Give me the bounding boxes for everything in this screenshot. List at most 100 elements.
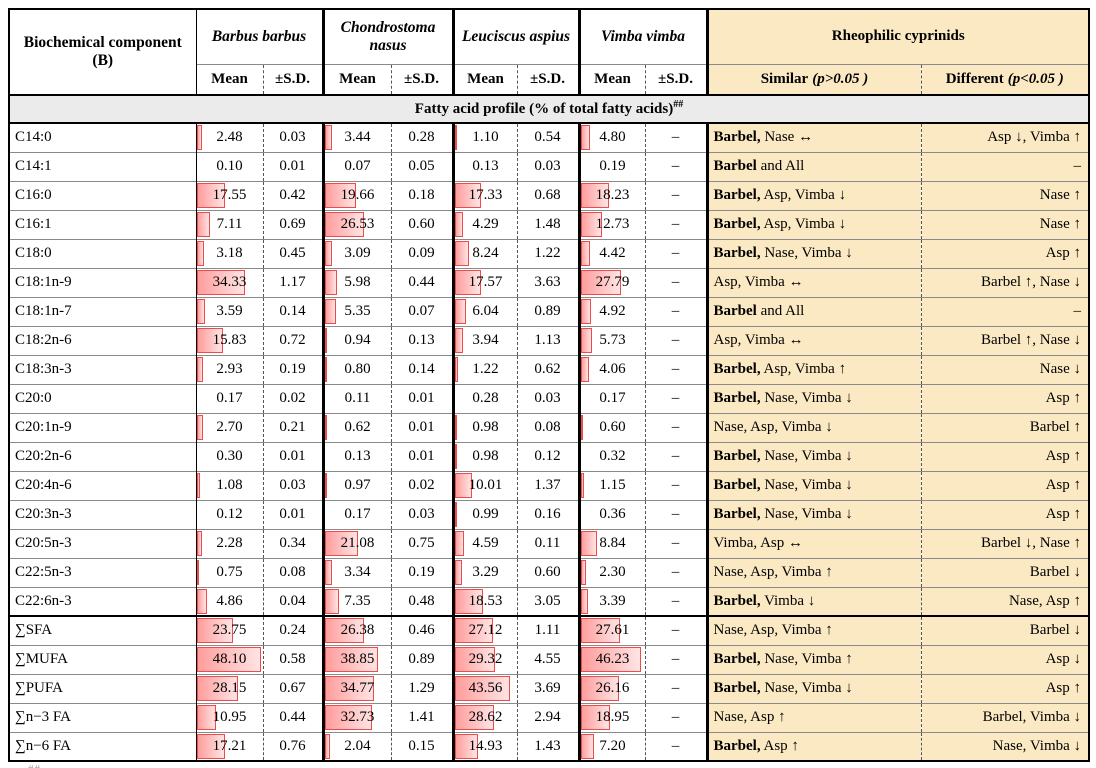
subheader-sd: ±S.D.: [644, 64, 707, 95]
barbus-sd: 0.08: [262, 557, 323, 587]
vimba-sd: –: [644, 673, 707, 703]
mean-value: 0.28: [472, 389, 499, 406]
different-cell: Barbel ↓, Nase ↑: [920, 528, 1090, 558]
mean-value: 1.08: [216, 476, 243, 493]
mean-value: 48.10: [212, 650, 247, 667]
aspius-mean: 0.98: [451, 412, 517, 442]
data-bar: [582, 647, 641, 672]
nasus-sd: 0.03: [390, 499, 453, 529]
data-bar: [582, 618, 621, 644]
similar-text: Nase, Asp ↑: [713, 708, 786, 725]
mean-value: 0.19: [599, 157, 626, 174]
mean-value: 5.98: [344, 273, 371, 290]
similar-text: Nase ↔: [760, 129, 814, 146]
barbus-mean: 28.15: [195, 673, 263, 703]
different-cell: Asp ↑: [920, 441, 1090, 471]
subheader-sd: ±S.D.: [516, 64, 579, 95]
barbus-sd: 0.58: [262, 644, 323, 674]
nasus-sd: 0.89: [390, 644, 453, 674]
data-bar: [456, 705, 495, 730]
component-label: ∑SFA: [9, 615, 196, 645]
mean-value: 4.06: [599, 360, 626, 377]
table-row: ∑MUFA 48.10 0.58 38.85 0.89 29.32 4.55 46.23– Ba…: [9, 644, 1090, 674]
aspius-mean: 4.59: [451, 528, 517, 558]
aspius-mean: 29.32: [451, 644, 517, 674]
mean-value: 5.35: [344, 302, 371, 319]
vimba-mean: 4.06: [577, 354, 645, 384]
different-cell: Asp ↑: [920, 383, 1090, 413]
mean-value: 10.01: [468, 476, 503, 493]
data-bar: [456, 183, 482, 208]
nasus-sd: 0.48: [390, 586, 453, 616]
subheader-mean: Mean: [577, 64, 645, 95]
data-bar: [582, 415, 583, 440]
aspius-sd: 0.03: [516, 151, 579, 181]
vimba-sd: –: [644, 557, 707, 587]
nasus-sd: 0.46: [390, 615, 453, 645]
nasus-sd: 0.01: [390, 412, 453, 442]
column-header-barbus: Barbus barbus: [195, 9, 323, 65]
data-bar: [582, 560, 586, 585]
barbus-sd: 0.67: [262, 673, 323, 703]
aspius-sd: 0.60: [516, 557, 579, 587]
data-bar: [197, 647, 261, 672]
mean-value: 6.04: [472, 302, 499, 319]
barbus-sd: 0.04: [262, 586, 323, 616]
data-bar: [197, 560, 199, 585]
data-bar: [582, 183, 610, 208]
vimba-mean: 4.42: [577, 238, 645, 268]
similar-cell: Barbel, Asp, Vimba ↓: [705, 180, 921, 210]
nasus-mean: 0.07: [321, 151, 391, 181]
nasus-sd: 0.14: [390, 354, 453, 384]
subheader-sd: ±S.D.: [390, 64, 453, 95]
similar-text: Nase, Vimba ↓: [760, 447, 853, 464]
aspius-sd: 0.08: [516, 412, 579, 442]
barbus-mean: 0.12: [195, 499, 263, 529]
different-cell: Barbel ↓: [920, 557, 1090, 587]
data-bar: [456, 415, 458, 440]
vimba-sd: –: [644, 151, 707, 181]
data-bar: [326, 531, 358, 556]
similar-cell: Barbel, Nase, Vimba ↓: [705, 673, 921, 703]
nasus-mean: 0.17: [321, 499, 391, 529]
similar-text: and All: [756, 157, 805, 174]
mean-value: 2.04: [344, 737, 371, 754]
mean-value: 0.11: [344, 389, 371, 406]
vimba-sd: –: [644, 499, 707, 529]
table-row: C16:0 17.55 0.42 19.66 0.18 17.33 0.68 18.23– Ba…: [9, 180, 1090, 210]
vimba-sd: –: [644, 238, 707, 268]
mean-value: 5.73: [599, 331, 626, 348]
mean-value: 3.09: [344, 244, 371, 261]
similar-bold-text: Barbel,: [713, 592, 761, 609]
aspius-sd: 0.03: [516, 383, 579, 413]
similar-bold-text: Barbel,: [713, 360, 761, 377]
aspius-sd: 0.68: [516, 180, 579, 210]
vimba-mean: 46.23: [577, 644, 645, 674]
similar-text: Nase, Vimba ↓: [760, 244, 853, 261]
vimba-mean: 26.16: [577, 673, 645, 703]
vimba-mean: 27.61: [577, 615, 645, 645]
barbus-mean: 4.86: [195, 586, 263, 616]
mean-value: 0.30: [216, 447, 243, 464]
aspius-mean: 14.93: [451, 731, 517, 761]
mean-value: 18.23: [595, 186, 630, 203]
mean-value: 0.10: [216, 157, 243, 174]
aspius-mean: 0.98: [451, 441, 517, 471]
aspius-mean: 10.01: [451, 470, 517, 500]
similar-cell: Nase, Asp, Vimba ↑: [705, 557, 921, 587]
mean-value: 26.38: [340, 622, 375, 639]
mean-value: 14.93: [468, 737, 503, 754]
similar-cell: Barbel, Nase, Vimba ↓: [705, 499, 921, 529]
component-label: C20:0: [9, 383, 196, 413]
mean-value: 28.62: [468, 708, 503, 725]
mean-value: 0.75: [216, 563, 243, 580]
table-row: ∑n−6 FA 17.21 0.76 2.04 0.15 14.93 1.43 7.20 – Ba…: [9, 731, 1090, 761]
vimba-mean: 0.60: [577, 412, 645, 442]
aspius-mean: 0.13: [451, 151, 517, 181]
mean-value: 7.11: [216, 215, 243, 232]
nasus-sd: 0.28: [390, 122, 453, 152]
subheader-different: Different (p<0.05 ): [920, 64, 1090, 95]
mean-value: 12.73: [595, 215, 630, 232]
data-bar: [456, 241, 470, 266]
different-label: Different: [945, 70, 1004, 87]
